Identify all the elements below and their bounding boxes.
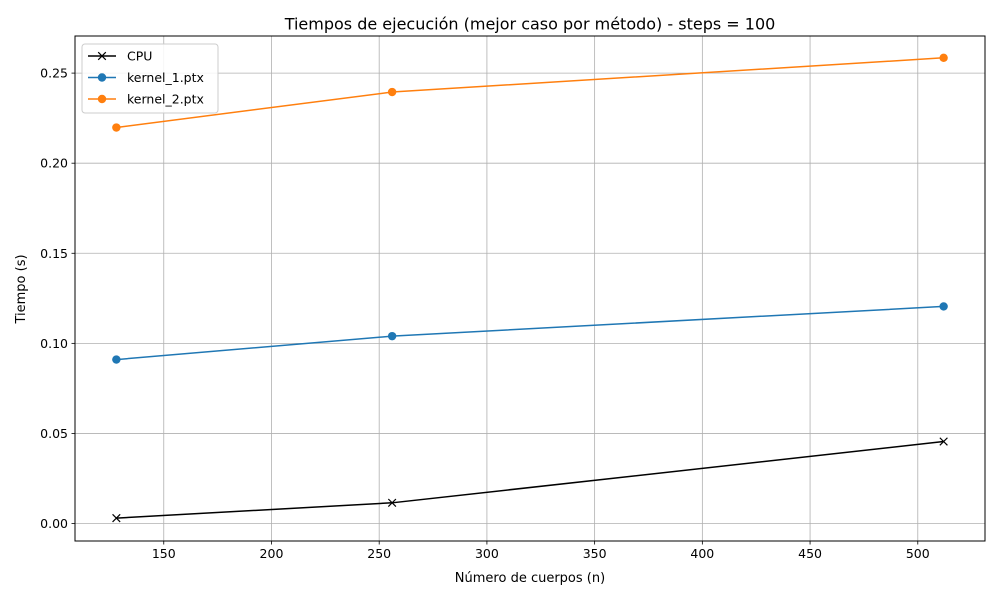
x-tick-label: 500 (906, 546, 930, 561)
x-axis-label: Número de cuerpos (n) (455, 571, 605, 586)
grid-lines (75, 36, 985, 541)
data-point-kernel-2-ptx (387, 87, 397, 97)
x-tick-label: 250 (367, 546, 391, 561)
data-point-kernel-1-ptx (387, 331, 397, 341)
legend-label-kernel-2-ptx: kernel_2.ptx (127, 92, 204, 107)
plot-area-frame (74, 35, 986, 542)
data-point-kernel-2-ptx (939, 53, 948, 62)
data-point-cpu (112, 513, 121, 523)
x-marker-stroke (939, 437, 948, 446)
x-tick-label: 200 (260, 546, 284, 561)
y-tick-label: 0.15 (40, 246, 68, 261)
y-axis-label: Tiempo (s) (14, 254, 29, 324)
data-point-cpu (939, 437, 948, 446)
x-tick-label: 350 (583, 546, 607, 561)
y-tick-label: 0.25 (40, 66, 68, 81)
y-tick-label: 0.05 (40, 426, 68, 441)
legend: CPU kernel_1.ptx kernel_2.ptx (81, 43, 219, 114)
x-marker-stroke (112, 513, 121, 523)
data-point-kernel-1-ptx (112, 355, 121, 364)
data-point-kernel-1-ptx (939, 302, 948, 311)
x-tick-label: 300 (475, 546, 499, 561)
legend-box (81, 43, 219, 114)
legend-label-cpu: CPU (127, 49, 152, 64)
x-tick-label: 450 (798, 546, 822, 561)
axis-ticks: 150 200 250 300 350 400 450 500 0.00 0.05 0.10 0.15… (40, 66, 930, 561)
series-layer (112, 53, 948, 523)
x-tick-label: 150 (152, 546, 176, 561)
y-tick-label: 0.10 (40, 336, 68, 351)
y-tick-label: 0.20 (40, 156, 68, 171)
legend-label-kernel-1-ptx: kernel_1.ptx (127, 70, 204, 85)
legend-marker-cpu (97, 51, 107, 61)
data-point-kernel-2-ptx (112, 123, 121, 132)
x-marker-stroke (387, 498, 397, 508)
y-tick-label: 0.00 (40, 516, 68, 531)
data-point-cpu (387, 498, 397, 508)
legend-marker-kernel-2-ptx (97, 94, 107, 104)
chart-title: Tiempos de ejecución (mejor caso por mét… (284, 15, 776, 34)
legend-marker-kernel-1-ptx (97, 73, 107, 82)
x-tick-label: 400 (690, 546, 714, 561)
